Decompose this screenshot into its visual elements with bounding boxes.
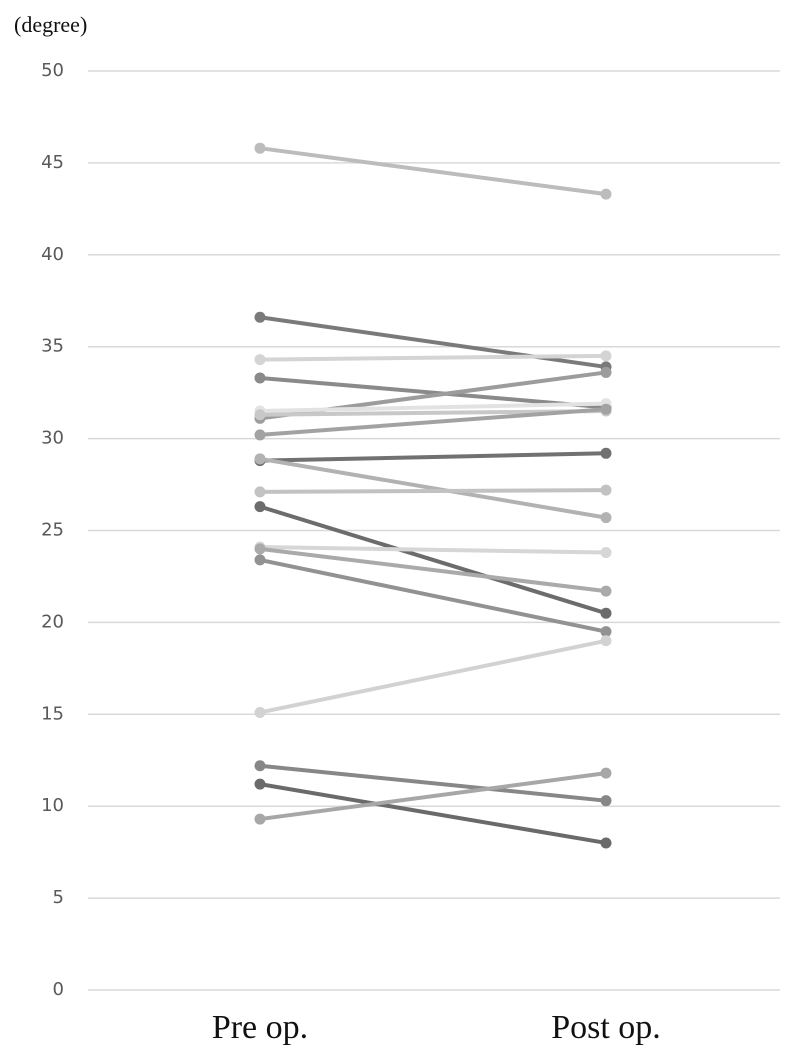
series-line [259, 375, 607, 410]
series-line [259, 771, 607, 822]
point [254, 813, 266, 825]
point [600, 350, 612, 362]
y-tick-label: 10 [41, 795, 64, 816]
point [254, 429, 266, 441]
point [600, 635, 612, 647]
series-line [259, 782, 607, 845]
point [600, 607, 612, 619]
y-tick-label: 0 [53, 979, 64, 1000]
point [254, 706, 266, 718]
y-tick-label: 40 [41, 244, 64, 265]
series-line [259, 638, 607, 715]
point [254, 311, 266, 323]
point [254, 486, 266, 498]
point [600, 837, 612, 849]
point [254, 142, 266, 154]
y-tick-label: 50 [41, 60, 64, 81]
point [254, 409, 266, 421]
x-tick-label: Post op. [551, 1009, 661, 1046]
point [600, 585, 612, 597]
x-tick-label: Pre op. [212, 1009, 308, 1046]
series-line [259, 407, 607, 437]
y-tick-label: 35 [41, 336, 64, 357]
point [254, 501, 266, 513]
point [254, 543, 266, 555]
y-tick-label: 30 [41, 428, 64, 449]
y-tick-label: 25 [41, 520, 64, 541]
series-line [259, 315, 607, 369]
series-line [259, 488, 607, 494]
y-tick-label: 5 [53, 887, 64, 908]
point [254, 554, 266, 566]
point [600, 366, 612, 378]
series-line [259, 504, 607, 616]
series-line [259, 401, 607, 414]
point [600, 547, 612, 559]
y-tick-label: 15 [41, 703, 64, 724]
y-tick-label: 45 [41, 152, 64, 173]
series-line [259, 456, 607, 520]
series-line [259, 353, 607, 362]
point [254, 372, 266, 384]
point [600, 626, 612, 638]
point [600, 188, 612, 200]
point [600, 403, 612, 415]
point [600, 447, 612, 459]
point [254, 453, 266, 465]
series-line [259, 146, 607, 197]
point [254, 778, 266, 790]
series-line [259, 546, 607, 594]
point [600, 484, 612, 496]
series-line [259, 557, 607, 634]
series-line [259, 763, 607, 803]
y-axis-label: (degree) [14, 12, 87, 37]
point [254, 760, 266, 772]
point [600, 795, 612, 807]
y-tick-label: 20 [41, 611, 64, 632]
series-line [259, 451, 607, 463]
point [600, 512, 612, 524]
series-line [259, 545, 607, 555]
point [254, 354, 266, 366]
point [600, 767, 612, 779]
